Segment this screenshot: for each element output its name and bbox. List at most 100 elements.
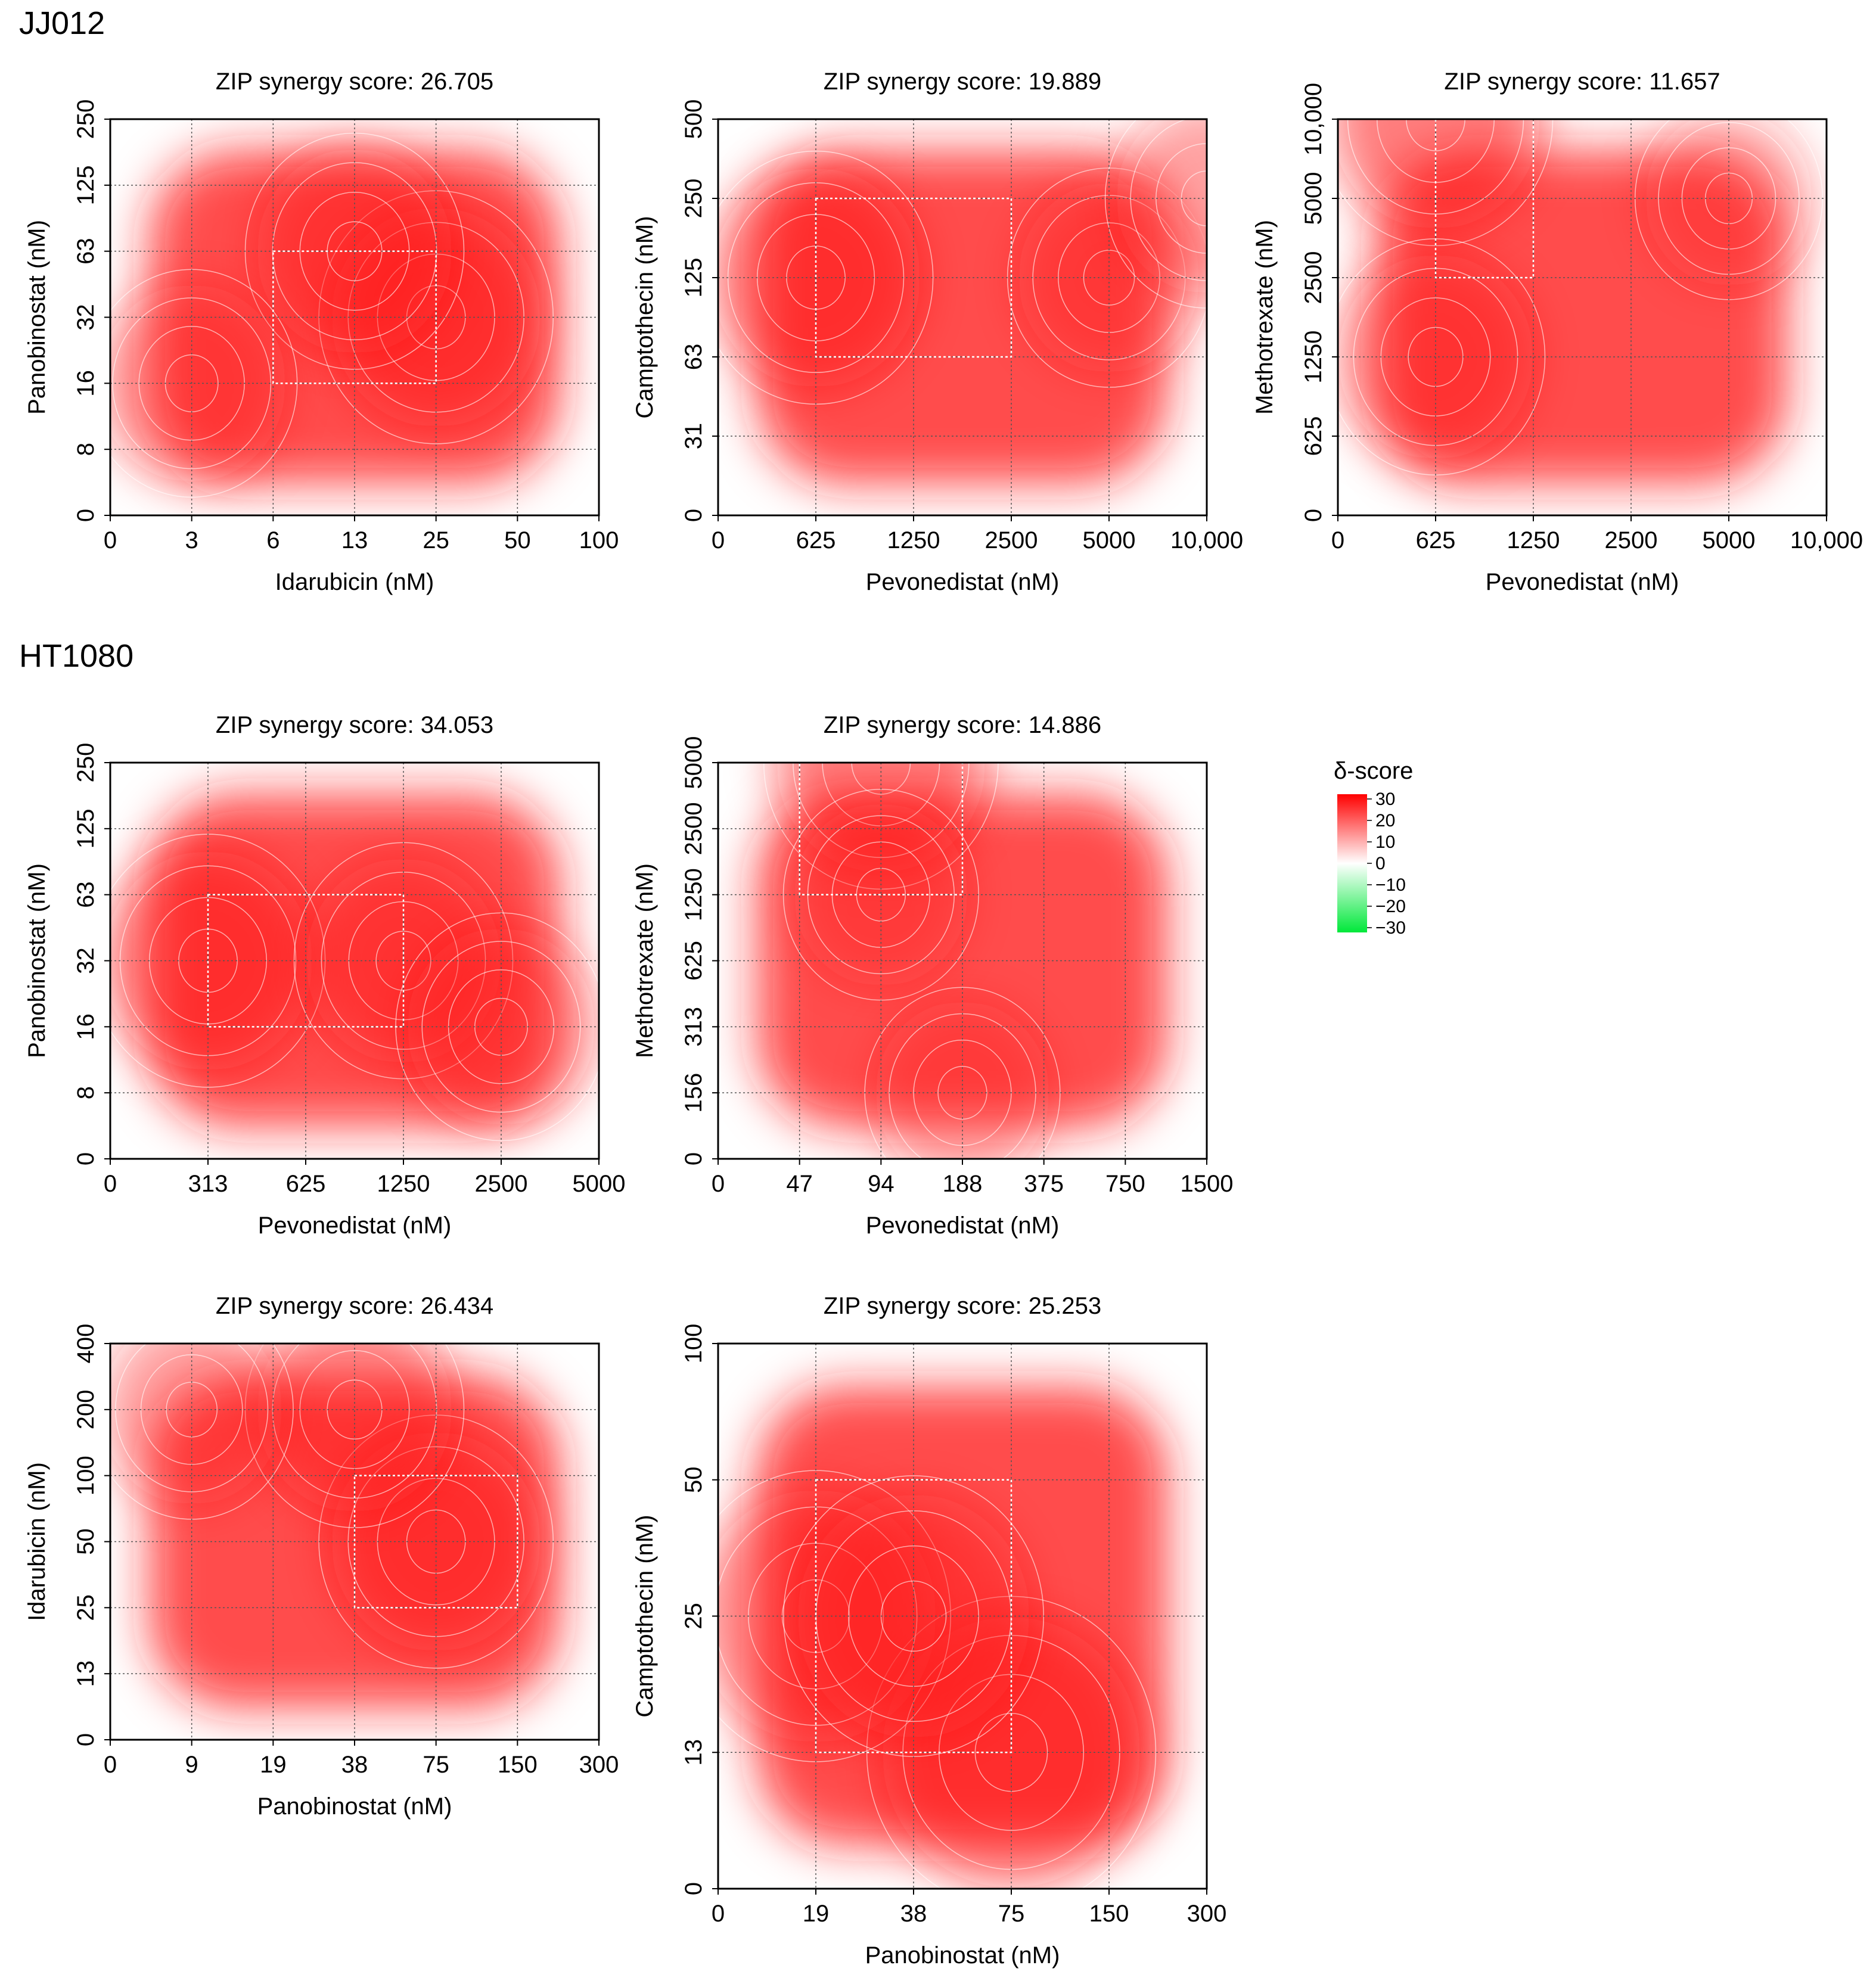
legend-tick-label: 0 xyxy=(1375,854,1386,873)
x-tick-label: 300 xyxy=(579,1752,619,1778)
y-tick-label: 625 xyxy=(681,941,707,981)
heatmap-svg: ZIP synergy score: 25.253 0 19 38 75 150 300 0 1… xyxy=(632,1293,1227,1969)
x-tick-label: 625 xyxy=(796,527,836,554)
x-axis-label: Pevonedistat (nM) xyxy=(1486,569,1679,595)
legend-tick-label: 20 xyxy=(1375,811,1395,831)
x-tick-label: 5000 xyxy=(1083,527,1136,554)
chart-title: ZIP synergy score: 26.705 xyxy=(216,69,493,95)
chart-title: ZIP synergy score: 34.053 xyxy=(216,712,493,738)
y-axis-label: Methotrexate (nM) xyxy=(1251,220,1278,415)
x-tick-label: 47 xyxy=(786,1171,813,1197)
y-tick-label: 100 xyxy=(681,1324,707,1364)
y-axis-label: Idarubicin (nM) xyxy=(24,1462,50,1621)
x-tick-label: 10,000 xyxy=(1170,527,1243,554)
x-axis-label: Pevonedistat (nM) xyxy=(866,569,1060,595)
x-tick-label: 0 xyxy=(712,1901,725,1927)
section-label-ht1080: HT1080 xyxy=(19,638,134,674)
y-tick-label: 32 xyxy=(73,947,99,974)
section-label-jj012: JJ012 xyxy=(19,5,105,41)
plot-frame xyxy=(1337,118,1828,517)
highlight-box xyxy=(272,250,437,384)
y-tick-label: 0 xyxy=(73,509,99,522)
y-tick-label: 2500 xyxy=(1300,251,1327,304)
heatmap-svg: ZIP synergy score: 26.705 0 3 6 13 25 50 100 0 8 1… xyxy=(24,69,619,595)
y-tick-label: 250 xyxy=(73,743,99,783)
y-axis-label: Panobinostat (nM) xyxy=(24,863,50,1058)
highlight-box xyxy=(815,197,1012,358)
y-tick-label: 63 xyxy=(73,881,99,908)
contour-line xyxy=(1347,119,1524,214)
x-tick-label: 9 xyxy=(185,1752,198,1778)
highlight-box xyxy=(207,894,405,1028)
legend-title: δ-score xyxy=(1334,758,1414,784)
heatmap-svg: ZIP synergy score: 26.434 0 9 19 38 75 150 300 0… xyxy=(24,1293,619,1820)
x-tick-label: 75 xyxy=(998,1901,1025,1927)
heatmap-panel-ht1080-pevonedistat-methotrexate: ZIP synergy score: 14.886 0 47 94 188 375 750 1… xyxy=(608,691,1243,1257)
y-tick-label: 625 xyxy=(1300,416,1327,456)
plot-frame xyxy=(717,118,1208,517)
x-tick-label: 5000 xyxy=(573,1171,626,1197)
x-tick-label: 19 xyxy=(803,1901,830,1927)
legend-tick-label: 30 xyxy=(1375,789,1395,809)
chart-title: ZIP synergy score: 19.889 xyxy=(824,69,1101,95)
y-tick-label: 2500 xyxy=(681,802,707,855)
contour-line xyxy=(299,191,410,311)
x-tick-label: 2500 xyxy=(1605,527,1658,554)
y-tick-label: 10,000 xyxy=(1300,83,1327,156)
x-tick-label: 1250 xyxy=(377,1171,430,1197)
x-tick-label: 150 xyxy=(1089,1901,1129,1927)
x-tick-label: 0 xyxy=(104,1752,117,1778)
x-tick-label: 313 xyxy=(188,1171,228,1197)
y-tick-label: 5000 xyxy=(681,736,707,789)
y-tick-label: 5000 xyxy=(1300,172,1327,225)
x-tick-label: 625 xyxy=(286,1171,326,1197)
highlight-box xyxy=(815,1479,1012,1753)
x-tick-label: 625 xyxy=(1416,527,1456,554)
y-tick-label: 32 xyxy=(73,304,99,331)
y-tick-label: 0 xyxy=(681,1882,707,1895)
y-tick-label: 0 xyxy=(73,1733,99,1746)
x-tick-label: 150 xyxy=(498,1752,538,1778)
y-tick-label: 250 xyxy=(73,99,99,139)
y-tick-label: 25 xyxy=(681,1603,707,1630)
x-tick-label: 300 xyxy=(1187,1901,1227,1927)
y-tick-label: 63 xyxy=(73,238,99,265)
x-tick-label: 2500 xyxy=(985,527,1038,554)
contour-line xyxy=(1130,119,1207,281)
heatmap-svg: ZIP synergy score: 11.657 0 625 1250 2500 500… xyxy=(1251,69,1863,595)
x-tick-label: 1250 xyxy=(1507,527,1560,554)
heatmap-panel-jj012-idarubicin-panobinostat: ZIP synergy score: 26.705 0 3 6 13 25 50 100 0 8 1… xyxy=(0,48,635,614)
y-tick-label: 125 xyxy=(73,809,99,848)
x-tick-label: 94 xyxy=(868,1171,894,1197)
y-axis-label: Camptothecin (nM) xyxy=(632,216,658,418)
highlight-box xyxy=(353,1475,518,1609)
x-tick-label: 3 xyxy=(185,527,198,554)
y-tick-label: 125 xyxy=(681,258,707,298)
y-tick-label: 1250 xyxy=(1300,331,1327,384)
y-tick-label: 8 xyxy=(73,1086,99,1099)
x-tick-label: 6 xyxy=(266,527,279,554)
x-tick-label: 0 xyxy=(104,1171,117,1197)
y-tick-label: 31 xyxy=(681,423,707,450)
y-axis-label: Panobinostat (nM) xyxy=(24,220,50,415)
x-tick-label: 38 xyxy=(900,1901,927,1927)
x-tick-label: 0 xyxy=(712,1171,725,1197)
y-tick-label: 8 xyxy=(73,443,99,456)
heatmap-panel-ht1080-pevonedistat-panobinostat: ZIP synergy score: 34.053 0 313 625 1250 2500… xyxy=(0,691,635,1257)
y-tick-label: 0 xyxy=(681,1152,707,1165)
heatmap-panel-ht1080-panobinostat-camptothecin: ZIP synergy score: 25.253 0 19 38 75 150 300 0 1… xyxy=(608,1272,1243,1987)
y-tick-label: 313 xyxy=(681,1007,707,1047)
contour-line xyxy=(299,1349,410,1469)
y-tick-label: 156 xyxy=(681,1073,707,1113)
x-tick-label: 1500 xyxy=(1181,1171,1234,1197)
y-tick-label: 0 xyxy=(1300,509,1327,522)
chart-title: ZIP synergy score: 14.886 xyxy=(824,712,1101,738)
x-tick-label: 75 xyxy=(423,1752,449,1778)
x-tick-label: 5000 xyxy=(1703,527,1756,554)
delta-score-legend: δ-score 30 20 10 0 −10 −20 −30 xyxy=(1333,758,1428,952)
heatmap-panel-jj012-pevonedistat-methotrexate: ZIP synergy score: 11.657 0 625 1250 2500 500… xyxy=(1228,48,1863,614)
heatmap-svg: ZIP synergy score: 14.886 0 47 94 188 375 750 1… xyxy=(632,712,1234,1239)
synergy-hotspot xyxy=(110,1344,282,1505)
x-tick-label: 13 xyxy=(341,527,368,554)
